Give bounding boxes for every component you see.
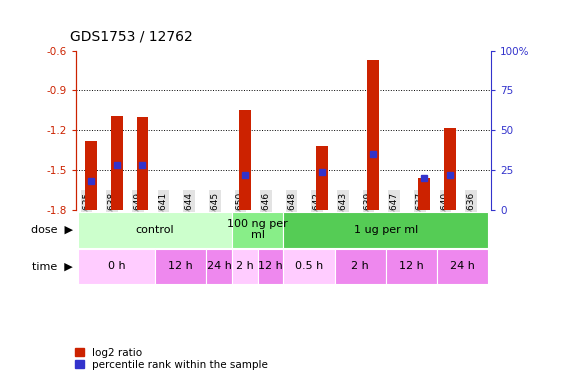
Bar xyxy=(85,141,97,210)
Bar xyxy=(283,249,334,284)
Text: dose  ▶: dose ▶ xyxy=(31,225,73,235)
Bar xyxy=(257,249,283,284)
Bar xyxy=(136,117,148,210)
Text: 2 h: 2 h xyxy=(236,261,254,272)
Bar xyxy=(206,249,232,284)
Bar xyxy=(367,60,379,210)
Bar xyxy=(232,249,257,284)
Bar xyxy=(232,212,283,248)
Text: 0 h: 0 h xyxy=(108,261,126,272)
Text: 12 h: 12 h xyxy=(168,261,193,272)
Text: GDS1753 / 12762: GDS1753 / 12762 xyxy=(70,29,193,43)
Bar xyxy=(79,249,155,284)
Bar xyxy=(419,178,430,210)
Bar xyxy=(437,249,488,284)
Bar xyxy=(444,128,456,210)
Bar xyxy=(79,212,232,248)
Text: 100 ng per
ml: 100 ng per ml xyxy=(227,219,288,240)
Text: 12 h: 12 h xyxy=(399,261,424,272)
Bar xyxy=(334,249,386,284)
Text: 0.5 h: 0.5 h xyxy=(295,261,323,272)
Text: time  ▶: time ▶ xyxy=(32,261,73,272)
Text: 24 h: 24 h xyxy=(207,261,232,272)
Text: 24 h: 24 h xyxy=(450,261,475,272)
Text: 12 h: 12 h xyxy=(258,261,283,272)
Text: 2 h: 2 h xyxy=(351,261,369,272)
Bar xyxy=(386,249,437,284)
Legend: log2 ratio, percentile rank within the sample: log2 ratio, percentile rank within the s… xyxy=(75,348,268,370)
Bar xyxy=(155,249,206,284)
Text: 1 ug per ml: 1 ug per ml xyxy=(353,225,418,235)
Bar xyxy=(111,116,122,210)
Text: control: control xyxy=(136,225,174,235)
Bar xyxy=(283,212,488,248)
Bar xyxy=(316,146,328,210)
Bar xyxy=(239,110,251,210)
